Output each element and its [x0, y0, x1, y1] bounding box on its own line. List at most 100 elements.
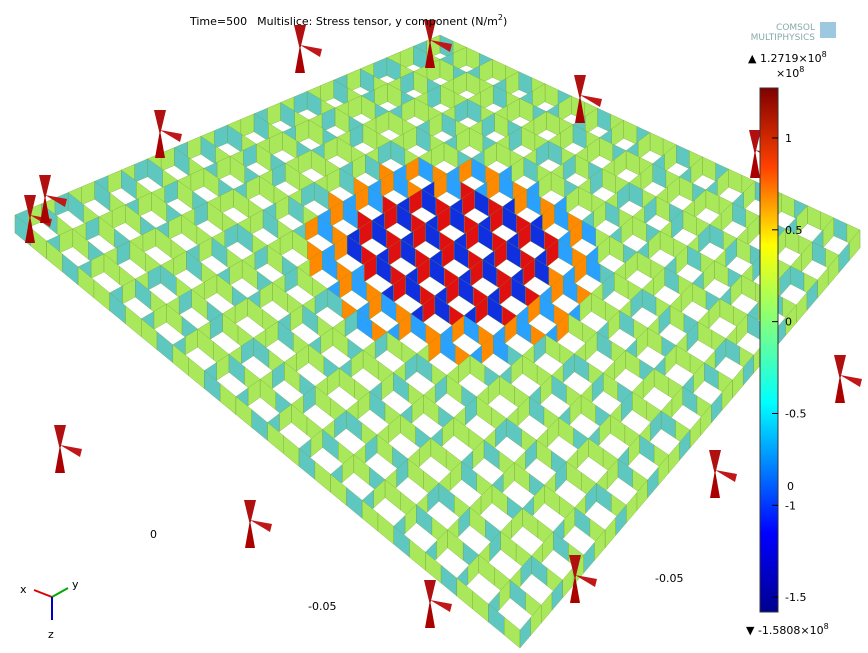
support-cone	[155, 130, 165, 158]
title-text: Multislice: Stress tensor, y component (…	[257, 15, 498, 28]
grid-wall	[320, 79, 334, 104]
grid-wall	[817, 267, 829, 299]
colorbar-tick-label: 0.5	[785, 224, 803, 237]
support-cone	[40, 195, 50, 223]
logo-text: MULTIPHYSICS	[751, 33, 816, 43]
title-sup: 2	[498, 13, 503, 22]
grid-wall	[293, 91, 308, 116]
grid-wall	[187, 136, 202, 161]
axis-label: -0.05	[655, 572, 683, 585]
support-cone	[245, 520, 255, 548]
grid-wall	[626, 492, 638, 524]
max-exp: 8	[822, 50, 827, 59]
colorbar-tick-label: -1	[785, 499, 796, 512]
support-cone	[425, 40, 435, 68]
support-cone	[709, 450, 721, 475]
grid-wall	[702, 156, 716, 182]
grid-wall	[134, 158, 148, 183]
grid-wall	[409, 538, 426, 571]
colorbar	[759, 87, 779, 613]
axis-label: -0.05	[308, 600, 336, 613]
grid-wall	[188, 357, 205, 389]
x-axis-arrow	[33, 589, 53, 598]
support-cone	[710, 470, 720, 498]
triad-label: y	[72, 578, 79, 591]
grid-wall	[93, 279, 110, 312]
grid-wall	[562, 567, 574, 599]
grid-wall	[833, 217, 848, 243]
grid-wall	[781, 193, 795, 218]
grid-wall	[544, 83, 559, 109]
y-axis-arrow	[51, 587, 69, 598]
grid-wall	[732, 367, 744, 399]
grid-wall	[251, 409, 268, 441]
grid-wall	[504, 616, 521, 649]
support-cone	[750, 150, 760, 178]
triad-label: z	[48, 628, 54, 641]
grid-wall	[649, 132, 664, 157]
grid-wall	[377, 512, 394, 545]
support-cone	[575, 95, 585, 123]
support-cone	[244, 500, 256, 525]
title-end: )	[503, 15, 507, 28]
colorbar-tick-label: -1.5	[785, 591, 806, 604]
support-cone	[580, 95, 602, 107]
time-label: Time=500	[189, 15, 247, 28]
support-cone	[575, 575, 597, 587]
grid-wall	[107, 169, 122, 194]
grid-wall	[440, 564, 458, 597]
multiplier-text: ×10	[776, 67, 799, 80]
support-cone	[154, 110, 166, 135]
support-cone	[55, 445, 65, 473]
grid-wall	[30, 227, 47, 260]
colorbar-min: ▼ -1.5808×108	[746, 622, 829, 637]
grid-wall	[689, 417, 701, 449]
grid-wall	[519, 617, 531, 649]
logo-text: COMSOL	[776, 23, 815, 33]
support-cone	[60, 445, 82, 457]
support-cone	[569, 555, 581, 580]
plate-grid	[14, 20, 862, 649]
grid-wall	[728, 168, 743, 194]
grid-wall	[125, 305, 142, 338]
max-text: ▲ 1.2719×10	[748, 52, 822, 65]
support-cone	[425, 600, 435, 628]
support-cone	[840, 375, 862, 387]
support-cone	[300, 45, 322, 57]
min-exp: 8	[824, 622, 829, 631]
grid-wall	[604, 517, 616, 549]
support-cone	[749, 130, 761, 155]
grid-wall	[597, 107, 611, 133]
colorbar-tick-label: 1	[785, 132, 792, 145]
support-cone	[424, 580, 436, 605]
colorbar-max: ▲ 1.2719×108	[748, 50, 827, 65]
colorbar-multiplier: ×108	[776, 65, 804, 80]
grid-wall	[518, 71, 533, 96]
multiplier-exp: 8	[799, 65, 804, 74]
grid-wall	[807, 205, 821, 230]
support-cone	[574, 75, 586, 100]
support-cone	[570, 575, 580, 603]
grid-wall	[220, 383, 237, 415]
support-cone	[424, 20, 436, 45]
grid-wall	[240, 113, 255, 138]
plot-title: Time=500 Multislice: Stress tensor, y com…	[189, 13, 507, 28]
grid-wall	[668, 442, 680, 474]
support-cone	[54, 425, 66, 450]
grid-wall	[676, 144, 690, 170]
grid-wall	[711, 392, 723, 424]
colorbar-tick-label: 0	[785, 316, 792, 329]
support-cone	[295, 45, 305, 73]
grid-wall	[472, 590, 489, 623]
grid-wall	[583, 542, 595, 574]
axis-triad: x y z	[20, 578, 79, 641]
grid-wall	[796, 292, 808, 324]
grid-wall	[214, 124, 228, 149]
grid-wall	[647, 467, 659, 499]
support-cone	[45, 195, 67, 207]
grid-wall	[346, 487, 363, 519]
min-text: ▼ -1.5808×10	[746, 624, 824, 637]
support-cone	[25, 215, 35, 243]
grid-wall	[541, 592, 553, 624]
